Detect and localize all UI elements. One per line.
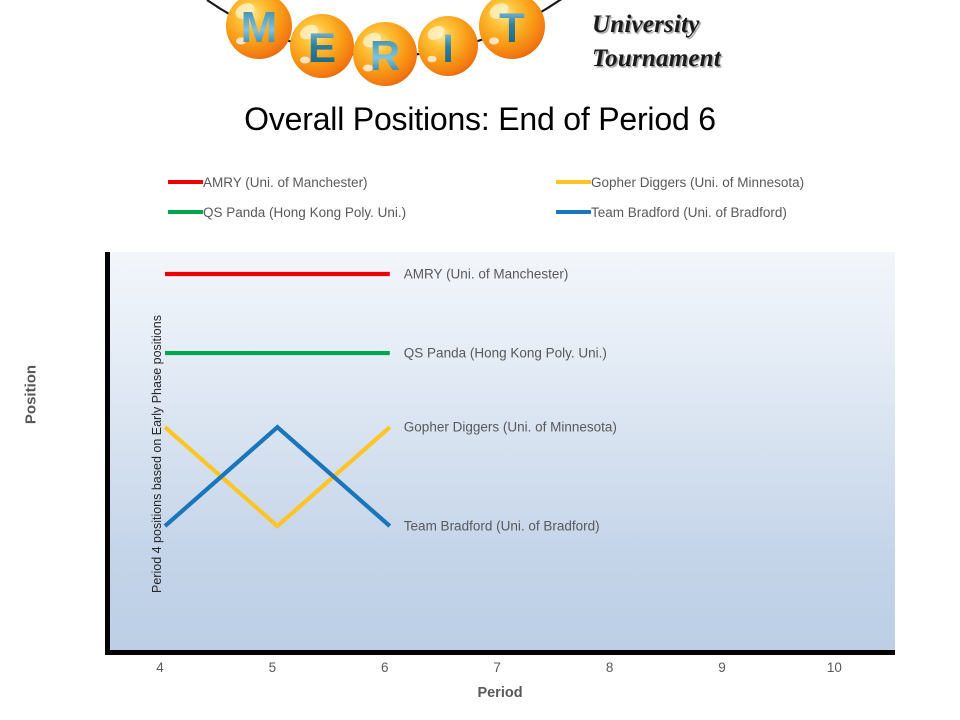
x-axis-tick-labels: 4 5 6 7 8 9 10 bbox=[105, 660, 895, 682]
legend-swatch-icon bbox=[556, 180, 591, 184]
x-tick-label: 6 bbox=[381, 660, 389, 675]
x-tick-label: 4 bbox=[156, 660, 164, 675]
x-tick-label: 10 bbox=[826, 660, 842, 675]
y-axis-title: Position bbox=[22, 364, 40, 425]
x-tick-label: 8 bbox=[605, 660, 614, 675]
legend-item-qs-panda: QS Panda (Hong Kong Poly. Uni.) bbox=[168, 202, 406, 222]
svg-text:M: M bbox=[241, 3, 278, 52]
legend-item-label: AMRY (Uni. of Manchester) bbox=[203, 174, 368, 190]
logo-bead-r: R bbox=[353, 22, 417, 86]
slide-header: M E R I bbox=[0, 0, 960, 96]
legend-item-amry: AMRY (Uni. of Manchester) bbox=[168, 172, 368, 192]
x-tick-label: 7 bbox=[493, 660, 501, 675]
series-line bbox=[163, 425, 392, 529]
x-tick-label: 5 bbox=[268, 660, 277, 675]
legend-item-label: Gopher Diggers (Uni. of Minnesota) bbox=[591, 174, 805, 190]
legend-swatch-icon bbox=[556, 210, 591, 214]
chart-plot-area: Period 4 positions based on Early Phase … bbox=[105, 252, 895, 655]
page-title: Overall Positions: End of Period 6 bbox=[244, 101, 716, 137]
logo-bead-e: E bbox=[290, 14, 354, 78]
svg-text:T: T bbox=[499, 4, 525, 51]
legend-item-team-bradford: Team Bradford (Uni. of Bradford) bbox=[556, 202, 787, 222]
series-end-label: Team Bradford (Uni. of Bradford) bbox=[403, 518, 600, 534]
brand-line-1: University bbox=[592, 11, 700, 38]
logo-bead-m: M bbox=[226, 0, 292, 59]
series-end-label: QS Panda (Hong Kong Poly. Uni.) bbox=[403, 345, 607, 361]
chart-legend: AMRY (Uni. of Manchester) QS Panda (Hong… bbox=[168, 172, 868, 228]
merit-logo-svg: M E R I bbox=[206, 0, 562, 86]
logo-bead-t: T bbox=[479, 0, 545, 59]
series-end-label: AMRY (Uni. of Manchester) bbox=[403, 266, 569, 282]
legend-item-gopher-diggers: Gopher Diggers (Uni. of Minnesota) bbox=[556, 172, 804, 192]
svg-text:R: R bbox=[370, 32, 400, 79]
legend-swatch-icon bbox=[168, 180, 203, 184]
series-end-label: Gopher Diggers (Uni. of Minnesota) bbox=[403, 419, 617, 435]
brand-text: University Tournament bbox=[592, 8, 852, 76]
merit-logo: M E R I bbox=[205, 0, 565, 94]
svg-text:E: E bbox=[308, 24, 336, 71]
logo-bead-i: I bbox=[418, 16, 478, 76]
legend-item-label: Team Bradford (Uni. of Bradford) bbox=[591, 204, 787, 220]
chart-lines-svg bbox=[163, 271, 392, 529]
svg-text:I: I bbox=[442, 27, 453, 71]
brand-line-2: Tournament bbox=[592, 45, 721, 72]
legend-item-label: QS Panda (Hong Kong Poly. Uni.) bbox=[203, 204, 407, 220]
x-axis-title: Period bbox=[477, 685, 523, 701]
legend-swatch-icon bbox=[168, 210, 203, 214]
series-line bbox=[163, 424, 392, 528]
x-tick-label: 9 bbox=[718, 660, 726, 675]
plot-caption: Period 4 positions based on Early Phase … bbox=[150, 315, 164, 593]
